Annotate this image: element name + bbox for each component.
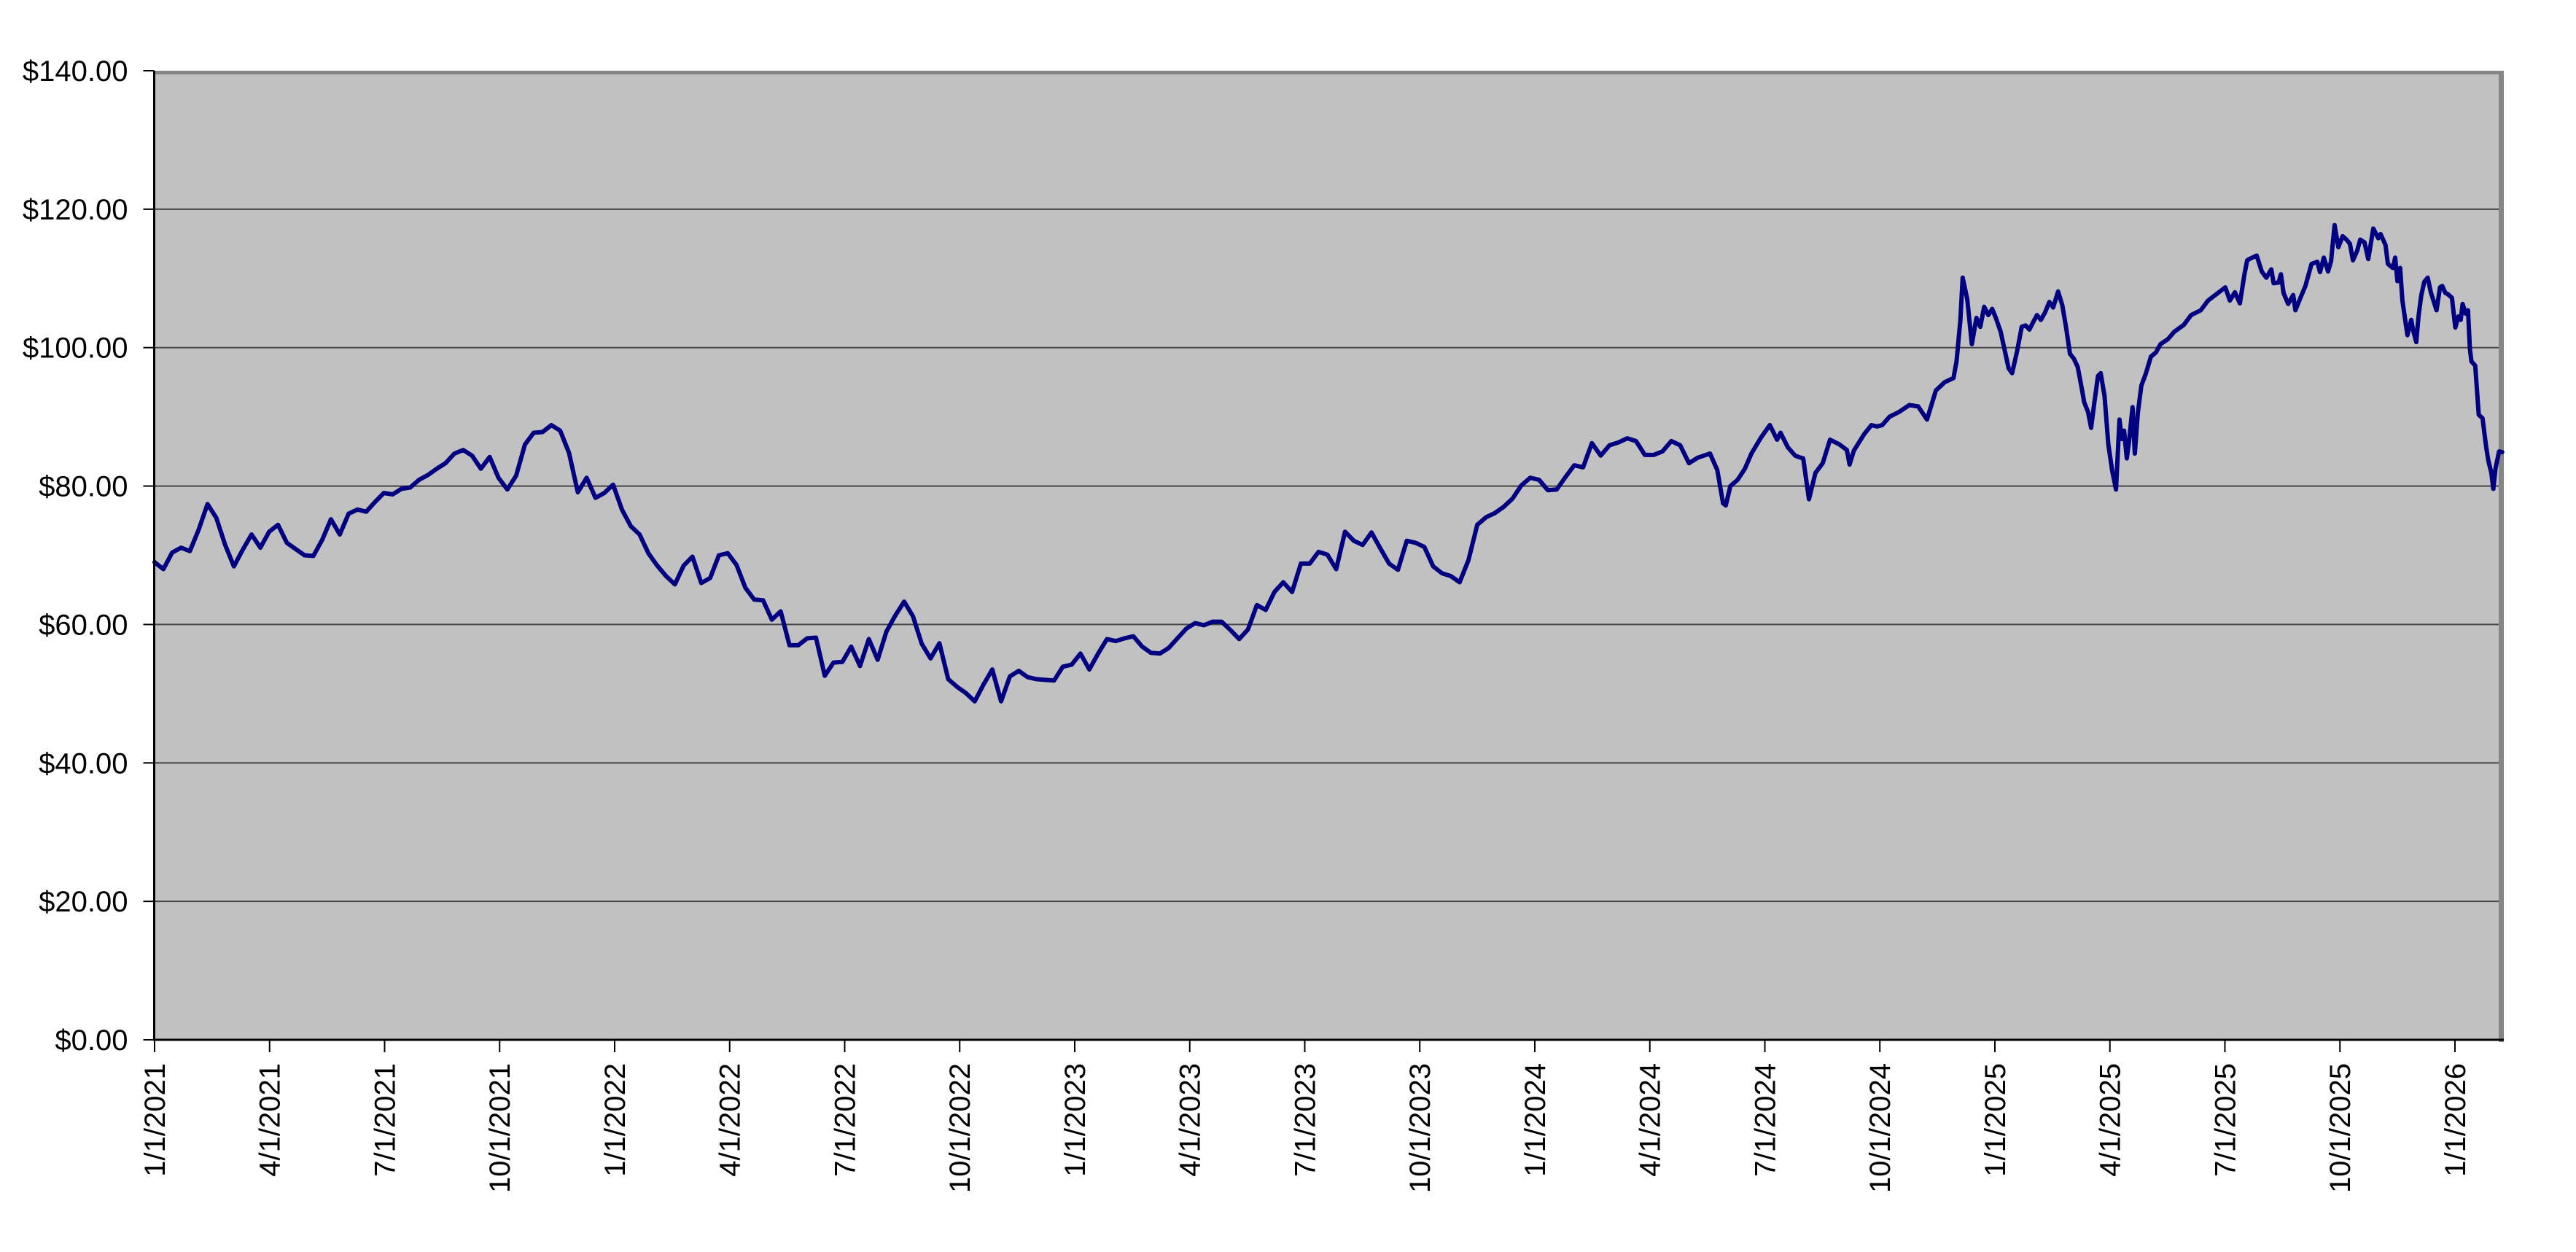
x-axis-label: 10/1/2025 [2324, 1063, 2357, 1193]
y-axis-label: $20.00 [39, 886, 128, 918]
x-axis-label: 7/1/2022 [829, 1063, 861, 1177]
y-axis-label: $0.00 [55, 1024, 128, 1057]
x-axis-label: 4/1/2023 [1175, 1063, 1207, 1177]
x-axis-label: 4/1/2021 [254, 1063, 287, 1177]
price-series-line [152, 222, 2505, 704]
x-axis-label: 7/1/2024 [1749, 1063, 1781, 1177]
x-axis-label: 10/1/2021 [484, 1063, 516, 1193]
x-axis-label: 10/1/2024 [1864, 1063, 1896, 1193]
x-axis-label: 4/1/2022 [715, 1063, 747, 1177]
x-axis-label: 1/1/2024 [1519, 1063, 1552, 1177]
y-axis-label: $40.00 [39, 747, 128, 779]
y-axis-label: $120.00 [23, 194, 128, 226]
x-axis-label: 4/1/2024 [1635, 1063, 1667, 1177]
y-axis-label: $140.00 [23, 55, 128, 88]
y-axis-label: $60.00 [39, 609, 128, 641]
x-axis-label: 10/1/2022 [944, 1063, 976, 1193]
x-axis-label: 1/1/2023 [1059, 1063, 1092, 1177]
x-axis-label: 1/1/2026 [2440, 1063, 2472, 1177]
x-axis-label: 10/1/2023 [1404, 1063, 1436, 1193]
x-axis-label: 7/1/2021 [369, 1063, 401, 1177]
x-axis-label: 4/1/2025 [2095, 1063, 2127, 1177]
x-axis-label: 7/1/2025 [2209, 1063, 2241, 1177]
x-axis-label: 1/1/2025 [1980, 1063, 2012, 1177]
y-axis-label: $100.00 [23, 333, 128, 365]
x-axis-label: 1/1/2022 [599, 1063, 631, 1177]
y-axis-label: $80.00 [39, 471, 128, 503]
x-axis-label: 7/1/2023 [1289, 1063, 1321, 1177]
x-axis-label: 1/1/2021 [139, 1063, 171, 1177]
